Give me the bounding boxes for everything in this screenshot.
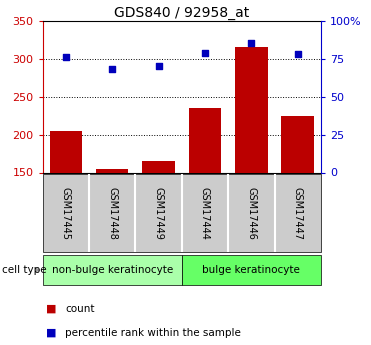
Point [249,41,255,46]
Text: GSM17446: GSM17446 [246,187,256,239]
Text: percentile rank within the sample: percentile rank within the sample [65,328,241,338]
Point [156,63,162,69]
Bar [182,255,321,285]
Bar [96,169,128,172]
Text: GSM17449: GSM17449 [154,187,164,239]
Point [109,67,115,72]
Title: GDS840 / 92958_at: GDS840 / 92958_at [114,6,249,20]
Text: ■: ■ [46,304,57,314]
Text: bulge keratinocyte: bulge keratinocyte [203,265,300,275]
Text: ■: ■ [46,328,57,338]
Bar [189,108,221,172]
Text: GSM17445: GSM17445 [61,187,71,239]
Bar [235,47,267,172]
Text: GSM17444: GSM17444 [200,187,210,239]
Bar [282,116,314,172]
Text: non-bulge keratinocyte: non-bulge keratinocyte [52,265,173,275]
Text: GSM17447: GSM17447 [293,187,303,239]
Text: count: count [65,304,95,314]
Text: GSM17448: GSM17448 [107,187,117,239]
Bar [50,131,82,172]
Bar [142,161,175,172]
Point [63,55,69,60]
Point [202,50,208,55]
Text: cell type: cell type [2,265,46,275]
Point [295,51,301,57]
Bar [43,255,182,285]
